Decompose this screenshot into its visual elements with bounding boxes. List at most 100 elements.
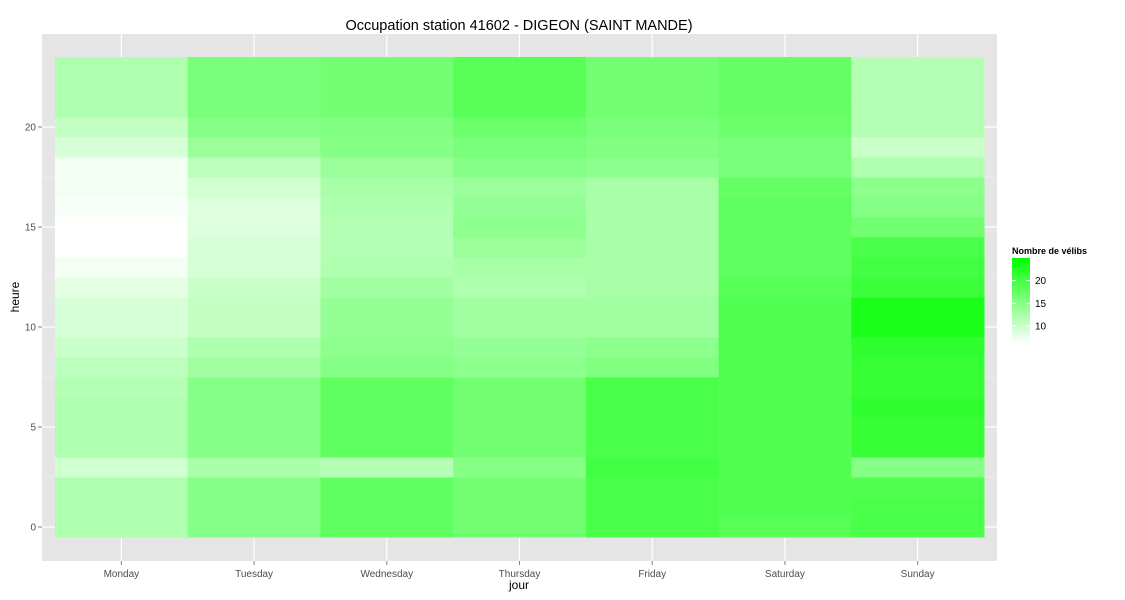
heatmap-tile: [55, 317, 189, 338]
heatmap-tile: [55, 377, 189, 398]
heatmap-tile: [453, 357, 587, 378]
heatmap-tile: [718, 457, 852, 478]
heatmap-tile: [718, 137, 852, 158]
heatmap-tile: [453, 297, 587, 318]
heatmap-tile: [718, 157, 852, 178]
heatmap-tile: [851, 277, 985, 298]
heatmap-tiles: [55, 57, 985, 538]
heatmap-tile: [187, 97, 321, 118]
heatmap-tile: [320, 77, 454, 98]
heatmap-tile: [585, 457, 720, 478]
heatmap-tile: [851, 237, 985, 258]
heatmap-tile: [55, 457, 189, 478]
heatmap-tile: [55, 497, 189, 518]
heatmap-tile: [187, 117, 321, 138]
heatmap-tile: [851, 97, 985, 118]
heatmap-tile: [187, 477, 321, 498]
x-tick-label: Wednesday: [360, 569, 413, 580]
heatmap-tile: [187, 157, 321, 178]
heatmap-tile: [718, 117, 852, 138]
heatmap-tile: [453, 217, 587, 238]
heatmap-tile: [320, 137, 454, 158]
y-tick-label: 20: [25, 123, 37, 134]
heatmap-tile: [851, 517, 985, 538]
heatmap-tile: [320, 277, 454, 298]
heatmap-tile: [851, 197, 985, 218]
heatmap-tile: [453, 157, 587, 178]
heatmap-tile: [718, 97, 852, 118]
heatmap-tile: [55, 257, 189, 278]
heatmap-tile: [851, 257, 985, 278]
heatmap-tile: [718, 477, 852, 498]
color-legend: Nombre de vélibs 10 15 20: [1012, 246, 1087, 344]
heatmap-tile: [851, 497, 985, 518]
heatmap-tile: [55, 77, 189, 98]
heatmap-tile: [585, 297, 720, 318]
heatmap-tile: [320, 97, 454, 118]
heatmap-tile: [187, 217, 321, 238]
heatmap-tile: [453, 137, 587, 158]
heatmap-tile: [851, 217, 985, 238]
heatmap-tile: [453, 97, 587, 118]
heatmap-tile: [55, 337, 189, 358]
heatmap-tile: [851, 117, 985, 138]
heatmap-tile: [718, 437, 852, 458]
heatmap-tile: [320, 177, 454, 198]
heatmap-tile: [585, 177, 720, 198]
heatmap-tile: [187, 377, 321, 398]
heatmap-tile: [718, 77, 852, 98]
heatmap-tile: [453, 397, 587, 418]
heatmap-tile: [718, 177, 852, 198]
x-tick-label: Saturday: [765, 569, 805, 580]
heatmap-tile: [187, 137, 321, 158]
heatmap-tile: [453, 497, 587, 518]
heatmap-tile: [851, 437, 985, 458]
legend-label: 20: [1035, 276, 1047, 287]
y-axis: 0 5 10 15 20: [25, 123, 42, 534]
heatmap-tile: [320, 157, 454, 178]
y-tick-label: 0: [30, 523, 36, 534]
heatmap-tile: [453, 77, 587, 98]
heatmap-tile: [187, 417, 321, 438]
heatmap-tile: [453, 237, 587, 258]
heatmap-tile: [585, 217, 720, 238]
heatmap-tile: [320, 117, 454, 138]
heatmap-tile: [851, 177, 985, 198]
heatmap-tile: [187, 237, 321, 258]
heatmap-tile: [453, 477, 587, 498]
heatmap-tile: [187, 357, 321, 378]
heatmap-tile: [187, 77, 321, 98]
heatmap-tile: [453, 197, 587, 218]
heatmap-tile: [718, 297, 852, 318]
heatmap-tile: [320, 197, 454, 218]
y-tick-label: 15: [25, 223, 37, 234]
heatmap-tile: [453, 337, 587, 358]
heatmap-tile: [55, 477, 189, 498]
heatmap-tile: [585, 137, 720, 158]
heatmap-tile: [187, 197, 321, 218]
heatmap-tile: [585, 257, 720, 278]
heatmap-tile: [320, 317, 454, 338]
heatmap-tile: [718, 377, 852, 398]
heatmap-tile: [453, 257, 587, 278]
heatmap-tile: [851, 477, 985, 498]
heatmap-tile: [320, 257, 454, 278]
heatmap-tile: [320, 357, 454, 378]
heatmap-tile: [187, 257, 321, 278]
heatmap-tile: [851, 377, 985, 398]
heatmap-tile: [55, 157, 189, 178]
heatmap-tile: [453, 317, 587, 338]
legend-label: 10: [1035, 321, 1047, 332]
heatmap-tile: [320, 437, 454, 458]
heatmap-tile: [187, 437, 321, 458]
heatmap-tile: [55, 397, 189, 418]
heatmap-tile: [187, 517, 321, 538]
heatmap-tile: [585, 237, 720, 258]
heatmap-tile: [320, 57, 454, 78]
heatmap-tile: [187, 397, 321, 418]
x-axis: Monday Tuesday Wednesday Thursday Friday Satu…: [104, 561, 935, 580]
heatmap-tile: [55, 517, 189, 538]
x-axis-label: jour: [508, 578, 529, 592]
x-tick-label: Friday: [638, 569, 666, 580]
